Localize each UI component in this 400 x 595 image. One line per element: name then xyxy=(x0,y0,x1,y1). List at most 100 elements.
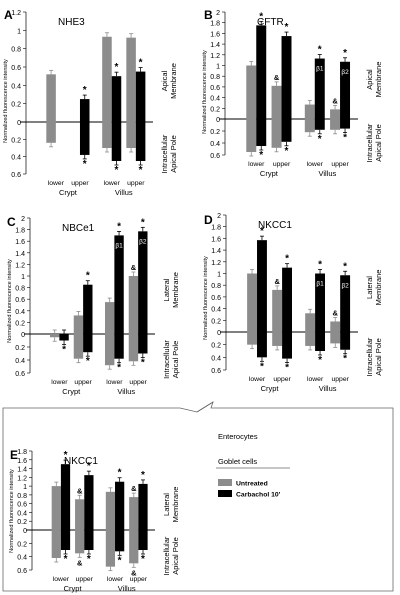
category-segment-label: lower xyxy=(104,180,121,187)
category-group-label: Crypt xyxy=(62,387,81,396)
category-segment-label: upper xyxy=(74,379,92,386)
significance-star: * xyxy=(285,363,289,374)
callout-layer: Enterocytes Goblet cells xyxy=(2,401,394,592)
region-label-bottom: Intracellular xyxy=(162,340,171,379)
bar-untreated xyxy=(105,491,116,567)
region-label-top: Apical xyxy=(365,69,374,90)
significance-amp: & xyxy=(131,568,137,577)
category-segment-label: upper xyxy=(71,180,89,187)
significance-star: * xyxy=(259,11,263,22)
y-tick-label: 1.8 xyxy=(17,449,27,456)
significance-star: * xyxy=(318,45,322,56)
y-tick-label: 0.6 xyxy=(211,368,221,375)
y-tick-label: 1.4 xyxy=(15,251,25,258)
panel-title: NKCC1 xyxy=(64,456,98,467)
bar-carbachol xyxy=(111,76,122,161)
significance-star: * xyxy=(343,261,347,272)
significance-star: * xyxy=(86,271,90,282)
bar-untreated xyxy=(51,486,61,558)
significance-amp: & xyxy=(332,96,338,105)
y-tick-label: 1 xyxy=(23,484,27,491)
y-tick-label: 0.8 xyxy=(210,74,220,81)
y-tick-label: 1.2 xyxy=(11,10,21,17)
y-tick-label: 0.4 xyxy=(17,510,27,517)
y-tick-label: 0.8 xyxy=(211,283,221,290)
y-tick-label: 0.2 xyxy=(11,137,21,144)
legend-label: Carbachol 10' xyxy=(236,492,281,499)
legend-swatch xyxy=(218,479,232,486)
y-tick-label: 1.2 xyxy=(210,53,220,60)
bar-untreated xyxy=(246,65,257,152)
y-tick-label: 0.6 xyxy=(15,297,25,304)
y-tick-label: 0.6 xyxy=(17,568,27,575)
category-segment-label: upper xyxy=(331,161,349,168)
y-tick-label: 0.4 xyxy=(211,307,221,314)
y-axis-label: Normalized fluorescence intensity xyxy=(202,50,208,134)
y-tick-label: 1.2 xyxy=(211,260,221,267)
panel-e: E NKCC11.81.61.41.210.80.60.40.200.20.40.… xyxy=(9,448,180,593)
significance-star: * xyxy=(260,226,264,237)
significance-star: * xyxy=(141,554,145,565)
y-tick-label: 0.2 xyxy=(15,345,25,352)
y-tick-label: 0.2 xyxy=(17,519,27,526)
significance-star: * xyxy=(118,555,122,566)
y-tick-label: 0.4 xyxy=(15,358,25,365)
panel-c: C NBCe1 2 1.8 1.6 1.4 1.2 1 0.8 0.6 0.4 0.2 0 0.2 0.4 0… xyxy=(7,215,180,396)
y-axis-label: Normalized fluorescence intensity xyxy=(203,256,209,340)
category-segment-label: lower xyxy=(248,161,265,168)
y-tick-label: 0.2 xyxy=(211,343,221,350)
panel-title: NKCC1 xyxy=(258,220,292,231)
bar-carbachol xyxy=(256,25,267,146)
bar-untreated xyxy=(105,302,115,366)
category-segment-label: upper xyxy=(130,576,148,583)
category-group-label: Villus xyxy=(117,387,135,396)
bar-carbachol xyxy=(114,235,124,359)
region-label-bottom: Intracellular xyxy=(365,337,374,376)
bar-carbachol xyxy=(138,483,148,550)
bar-untreated xyxy=(50,334,60,338)
y-tick-label: 0.4 xyxy=(210,96,220,103)
bar-inner-label: β1 xyxy=(316,281,324,288)
significance-star: * xyxy=(259,150,263,161)
significance-star: * xyxy=(62,345,66,356)
y-tick-label: 0.8 xyxy=(17,493,27,500)
bar-untreated xyxy=(304,104,315,133)
category-segment-label: lower xyxy=(307,161,324,168)
y-tick-label: 1.2 xyxy=(15,262,25,269)
panel-title: NHE3 xyxy=(58,17,85,28)
region-label-top: Membrane xyxy=(169,63,178,99)
y-tick-label: 0.2 xyxy=(17,541,27,548)
region-label-top: Membrane xyxy=(374,62,383,98)
panel-a: ANHE31.210.80.60.40.200.20.40.6Normalize… xyxy=(3,8,178,197)
y-tick-label: 0.6 xyxy=(17,502,27,509)
region-label-bottom: Intracellular xyxy=(365,123,374,162)
y-axis-label: Normalized fluorescence intensity xyxy=(9,469,15,553)
category-segment-label: upper xyxy=(331,376,349,383)
y-tick-label: 1.4 xyxy=(210,42,220,49)
y-tick-label: 0.6 xyxy=(210,85,220,92)
callout-label-enterocytes: Enterocytes xyxy=(218,432,258,441)
y-tick-label: 0.2 xyxy=(11,102,21,109)
bar-carbachol xyxy=(315,273,325,351)
bar-untreated xyxy=(102,36,112,148)
category-segment-label: lower xyxy=(307,376,324,383)
y-tick-label: 2 xyxy=(21,216,25,223)
category-group-label: Crypt xyxy=(260,169,279,178)
significance-star: * xyxy=(117,363,121,374)
legend-swatch xyxy=(218,490,232,497)
y-tick-label: 0.4 xyxy=(15,309,25,316)
significance-amp: & xyxy=(333,308,339,317)
callout-pointer xyxy=(196,401,214,413)
bar-carbachol xyxy=(84,475,94,550)
bar-untreated xyxy=(330,321,341,344)
y-tick-label: 0.2 xyxy=(15,320,25,327)
category-segment-label: upper xyxy=(127,180,145,187)
significance-star: * xyxy=(343,48,347,59)
y-tick-label: 0.8 xyxy=(15,286,25,293)
bar-carbachol xyxy=(138,231,148,354)
region-label-bottom: Intracellular xyxy=(160,134,169,173)
bar-untreated xyxy=(271,85,282,148)
region-label-top: Lateral xyxy=(162,493,171,516)
y-tick-label: 1.6 xyxy=(15,239,25,246)
